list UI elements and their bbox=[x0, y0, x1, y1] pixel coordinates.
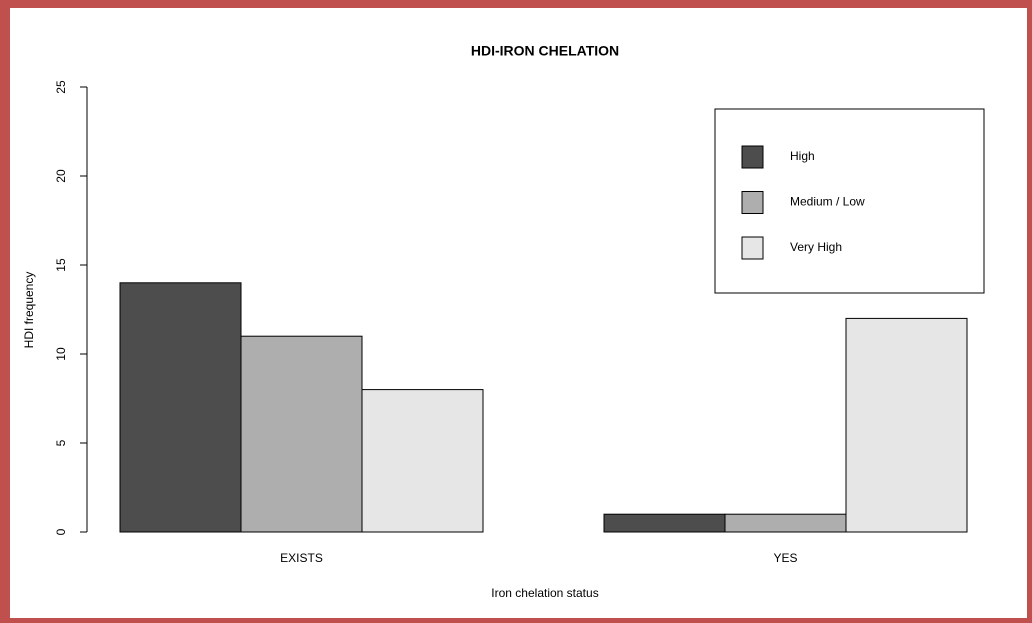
legend-swatch bbox=[741, 145, 764, 169]
legend-label: Medium / Low bbox=[790, 195, 865, 209]
x-axis-label: Iron chelation status bbox=[491, 586, 598, 600]
y-tick-label: 20 bbox=[54, 169, 68, 183]
bar bbox=[119, 282, 242, 533]
y-tick-label: 25 bbox=[54, 80, 68, 94]
y-axis-label: HDI frequency bbox=[22, 272, 36, 349]
bar bbox=[361, 389, 484, 533]
y-tick-label: 5 bbox=[54, 439, 68, 446]
bar bbox=[240, 335, 363, 533]
y-tick-label: 0 bbox=[54, 528, 68, 535]
y-tick-label: 10 bbox=[54, 347, 68, 361]
x-tick-label: EXISTS bbox=[280, 551, 323, 565]
y-tick-label: 15 bbox=[54, 258, 68, 272]
x-tick-label: YES bbox=[773, 551, 797, 565]
chart-title: HDI-IRON CHELATION bbox=[471, 43, 619, 59]
legend-swatch bbox=[741, 191, 764, 214]
legend-label: Very High bbox=[790, 240, 842, 254]
bar bbox=[724, 513, 847, 533]
bar bbox=[845, 317, 968, 533]
bar bbox=[603, 513, 726, 533]
legend-label: High bbox=[790, 149, 815, 163]
legend-swatch bbox=[741, 236, 764, 260]
